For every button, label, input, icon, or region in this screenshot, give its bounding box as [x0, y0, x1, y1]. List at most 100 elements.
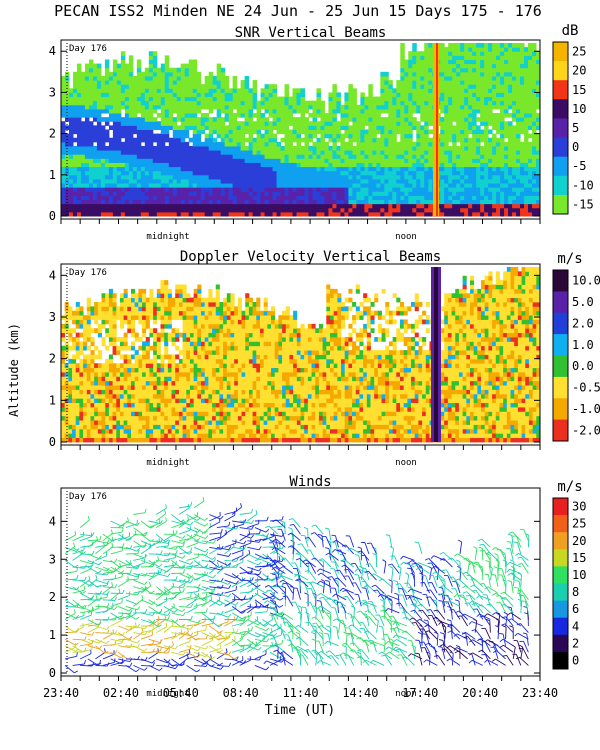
y-tick-label: 3: [49, 310, 56, 324]
colorbar-swatch: [553, 291, 568, 314]
colorbar-swatch: [553, 194, 568, 215]
snr-heatmap: [61, 43, 541, 217]
day-label: Day 176: [69, 44, 107, 54]
colorbar-swatch: [553, 634, 568, 653]
colorbar-label: -10: [572, 178, 594, 192]
colorbar-swatch: [553, 651, 568, 670]
y-tick-label: 0: [49, 666, 56, 680]
colorbar-label: 30: [572, 500, 586, 514]
colorbar-label: 1.0: [572, 338, 594, 352]
x-tick-label: 17:40: [402, 686, 438, 700]
y-tick-label: 2: [49, 590, 56, 604]
y-tick-label: 0: [49, 435, 56, 449]
colorbar-label: 8: [572, 585, 579, 599]
panel-title: Doppler Velocity Vertical Beams: [180, 249, 441, 265]
y-tick-label: 1: [49, 168, 56, 182]
colorbar-label: 6: [572, 602, 579, 616]
colorbar-label: 20: [572, 64, 586, 78]
colorbar-swatch: [553, 583, 568, 602]
x-tick-label: 14:40: [342, 686, 378, 700]
colorbar-label: 2: [572, 636, 579, 650]
plot-frame: [60, 487, 541, 677]
colorbar-label: 4: [572, 619, 579, 633]
colorbar-swatch: [553, 532, 568, 550]
x-tick-label: 20:40: [462, 686, 498, 700]
colorbar-label: -1.0: [572, 402, 600, 416]
y-tick-label: 1: [49, 628, 56, 642]
y-tick-label: 1: [49, 393, 56, 407]
colorbar-frame: [552, 269, 569, 442]
colorbar-swatch: [553, 80, 568, 100]
noon-marker: noon: [395, 689, 417, 699]
midnight-marker: midnight: [146, 458, 189, 468]
y-tick-label: 2: [49, 352, 56, 366]
colorbar-label: -0.5: [572, 381, 600, 395]
day-label: Day 176: [69, 492, 107, 502]
panel-title: Winds: [289, 474, 331, 490]
colorbar-label: 0: [572, 653, 579, 667]
colorbar-frame: [552, 41, 569, 215]
colorbar-swatch: [553, 118, 568, 138]
doppler-heatmap: [61, 267, 541, 443]
colorbar-label: 0.0: [572, 359, 594, 373]
colorbar-swatch: [553, 334, 568, 356]
midnight-marker: midnight: [146, 232, 189, 242]
y-axis-label: Altitude (km): [7, 323, 21, 417]
colorbar-label: -15: [572, 197, 594, 211]
y-tick-label: 4: [49, 268, 56, 282]
colorbar-swatch: [553, 549, 568, 567]
colorbar-label: 10: [572, 568, 586, 582]
colorbar: 25 20 15 10 5 0 -5 -10 -15 dB: [552, 23, 594, 215]
y-tick-label: 3: [49, 552, 56, 566]
colorbar-unit: m/s: [557, 479, 582, 495]
colorbar-unit: m/s: [557, 251, 582, 267]
x-tick-label: 08:40: [223, 686, 259, 700]
day-label: Day 176: [69, 268, 107, 278]
x-tick-label: 23:40: [43, 686, 79, 700]
colorbar-swatch: [553, 617, 568, 636]
colorbar-label: 2.0: [572, 316, 594, 330]
colorbar-swatch: [553, 566, 568, 584]
colorbar-label: -2.0: [572, 423, 600, 437]
colorbar: 10.0 5.0 2.0 1.0 0.0 -0.5 -1.0 -2.0 m/s: [552, 251, 600, 442]
colorbar-swatch: [553, 99, 568, 119]
noon-marker: noon: [395, 232, 417, 242]
x-tick-label: 11:40: [282, 686, 318, 700]
colorbar-label: 5: [572, 121, 579, 135]
x-tick-label: 05:40: [163, 686, 199, 700]
y-tick-label: 2: [49, 127, 56, 141]
colorbar-label: 25: [572, 45, 586, 59]
colorbar-label: 0: [572, 140, 579, 154]
y-tick-label: 3: [49, 85, 56, 99]
colorbar-swatch: [553, 312, 568, 335]
colorbar-label: 15: [572, 83, 586, 97]
colorbar-swatch: [553, 61, 568, 81]
colorbar-frame: [552, 497, 569, 670]
wind-barbs: [64, 496, 530, 674]
colorbar-label: -5: [572, 159, 586, 173]
plot-frame: [60, 39, 541, 220]
colorbar-swatch: [553, 419, 568, 442]
colorbar-swatch: [553, 600, 568, 619]
y-tick-label: 4: [49, 44, 56, 58]
colorbar-label: 10: [572, 102, 586, 116]
x-tick-label: 02:40: [103, 686, 139, 700]
colorbar-swatch: [553, 498, 568, 516]
colorbar-swatch: [553, 355, 568, 378]
figure-title: PECAN ISS2 Minden NE 24 Jun - 25 Jun 15 …: [54, 2, 542, 20]
colorbar-label: 5.0: [572, 295, 594, 309]
colorbar-swatch: [553, 137, 568, 158]
colorbar-label: 10.0: [572, 274, 600, 288]
panel-3: Winds Day 176 0 1 2 3 4 midnight noon 23:40 02:40 0…: [43, 474, 587, 700]
colorbar-unit: dB: [562, 23, 579, 39]
colorbar-label: 20: [572, 534, 586, 548]
colorbar-swatch: [553, 156, 568, 177]
colorbar-swatch: [553, 270, 568, 292]
colorbar-swatch: [553, 515, 568, 533]
midnight-marker: midnight: [146, 689, 189, 699]
colorbar-swatch: [553, 175, 568, 196]
x-axis-label: Time (UT): [265, 703, 335, 718]
colorbar-label: 15: [572, 551, 586, 565]
